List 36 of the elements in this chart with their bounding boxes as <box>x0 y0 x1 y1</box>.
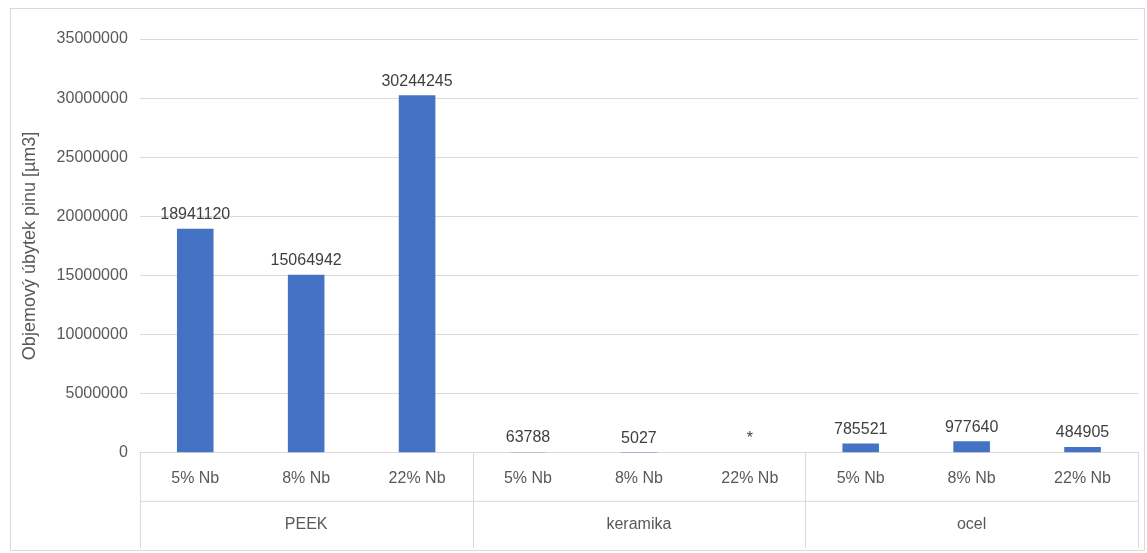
text: keramika <box>606 514 672 532</box>
x-tick-label: 22% Nb <box>721 468 779 486</box>
x-tick-label: 8% Nb <box>614 468 663 486</box>
bar <box>287 274 325 453</box>
y-tick-label: 20000000 <box>56 206 128 224</box>
x-tick-label: 5% Nb <box>503 468 553 486</box>
x-tick-label: 5% Nb <box>171 468 220 486</box>
text: * <box>746 429 753 447</box>
x-tick-label: 8% Nb <box>282 468 331 486</box>
bar <box>842 443 880 453</box>
data-label: 18941120 <box>160 205 231 223</box>
text: PEEK <box>284 514 328 532</box>
x-tick-label: 5% Nb <box>836 468 885 486</box>
bar <box>398 95 436 453</box>
data-label: 30244245 <box>381 71 453 89</box>
y-tick-label: 25000000 <box>56 147 128 165</box>
data-label: 5027 <box>621 429 657 447</box>
y-tick-label: 35000000 <box>56 29 128 47</box>
x-tick-label: 8% Nb <box>947 468 996 486</box>
data-label: 785521 <box>834 419 888 437</box>
data-label: 484905 <box>1055 423 1110 441</box>
y-tick-label: 15000000 <box>56 265 128 283</box>
bar <box>953 441 990 453</box>
y-tick-label: 0 <box>118 443 128 461</box>
y-tick-label: 30000000 <box>56 88 128 106</box>
x-tick-label: 22% Nb <box>1054 468 1112 486</box>
data-label: 15064942 <box>270 251 342 269</box>
x-tick-label: 22% Nb <box>388 468 446 486</box>
bar <box>1064 447 1101 453</box>
data-label: 63788 <box>505 428 551 446</box>
y-tick-label: 5000000 <box>65 384 128 402</box>
data-label: 977640 <box>944 417 999 435</box>
text: ocel <box>956 514 987 532</box>
y-axis-title: Objemový úbytek pinu [µm3] <box>18 131 39 361</box>
y-tick-label: 10000000 <box>56 324 128 342</box>
bar <box>176 228 214 453</box>
